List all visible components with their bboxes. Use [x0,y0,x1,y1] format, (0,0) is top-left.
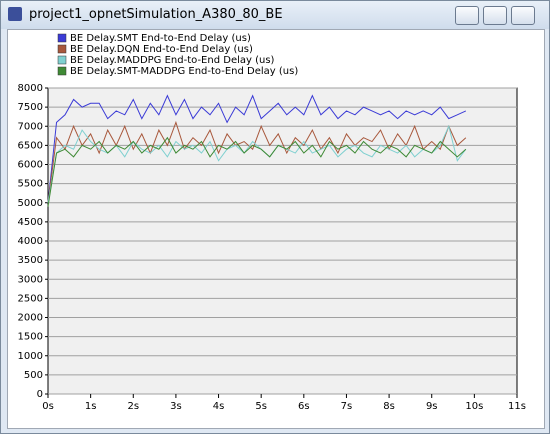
legend-swatch [57,55,67,65]
x-tick-label: 6s [298,401,310,412]
y-tick-label: 3000 [18,274,43,285]
y-tick-label: 4500 [18,217,43,228]
y-tick-label: 8000 [18,83,43,94]
y-tick-label: 2000 [18,313,43,324]
y-tick-label: 6000 [18,160,43,171]
y-tick-label: 7000 [18,121,43,132]
chart: 0 500 1000 1500 2000 2500 3000 3500 4000 4500 5000… [18,33,526,412]
close-button[interactable] [511,6,535,25]
x-tick-label: 1s [85,401,97,412]
legend-swatch [57,44,67,54]
x-tick-label: 2s [127,401,139,412]
x-tick-label: 11s [508,401,526,412]
minimize-button[interactable] [455,6,479,25]
y-tick-label: 5500 [18,179,43,190]
x-tick-label: 8s [383,401,395,412]
x-tick-label: 4s [213,401,225,412]
legend-label: BE Delay.DQN End-to-End Delay (us) [70,44,253,55]
chart-panel: 0 500 1000 1500 2000 2500 3000 3500 4000 4500 5000… [7,29,545,429]
legend-swatch [57,33,67,43]
legend-swatch [57,66,67,76]
y-tick-label: 0 [37,389,43,400]
title-bar: project1_opnetSimulation_A380_80_BE [1,1,549,29]
series-line [47,124,467,203]
y-tick-label: 1500 [18,332,43,343]
legend-label: BE Delay.MADDPG End-to-End Delay (us) [70,55,275,66]
x-tick-label: 9s [426,401,438,412]
maximize-button[interactable] [483,6,507,25]
y-tick-label: 3500 [18,255,43,266]
y-tick-label: 1000 [18,351,43,362]
y-tick-label: 500 [24,370,43,381]
y-tick-label: 4000 [18,236,43,247]
y-tick-label: 6500 [18,140,43,151]
app-icon [8,7,22,21]
x-tick-label: 10s [465,401,483,412]
x-tick-label: 0s [42,401,54,412]
x-tick-label: 7s [341,401,353,412]
window-title: project1_opnetSimulation_A380_80_BE [29,7,283,22]
y-tick-label: 5000 [18,198,43,209]
x-tick-label: 3s [170,401,182,412]
y-tick-label: 7500 [18,102,43,113]
x-tick-label: 5s [255,401,267,412]
series-line [47,136,467,207]
y-tick-label: 2500 [18,293,43,304]
legend-label: BE Delay.SMT End-to-End Delay (us) [70,33,251,44]
series-line [47,120,467,203]
series-line [47,94,467,203]
legend-label: BE Delay.SMT-MADDPG End-to-End Delay (us… [70,66,298,77]
